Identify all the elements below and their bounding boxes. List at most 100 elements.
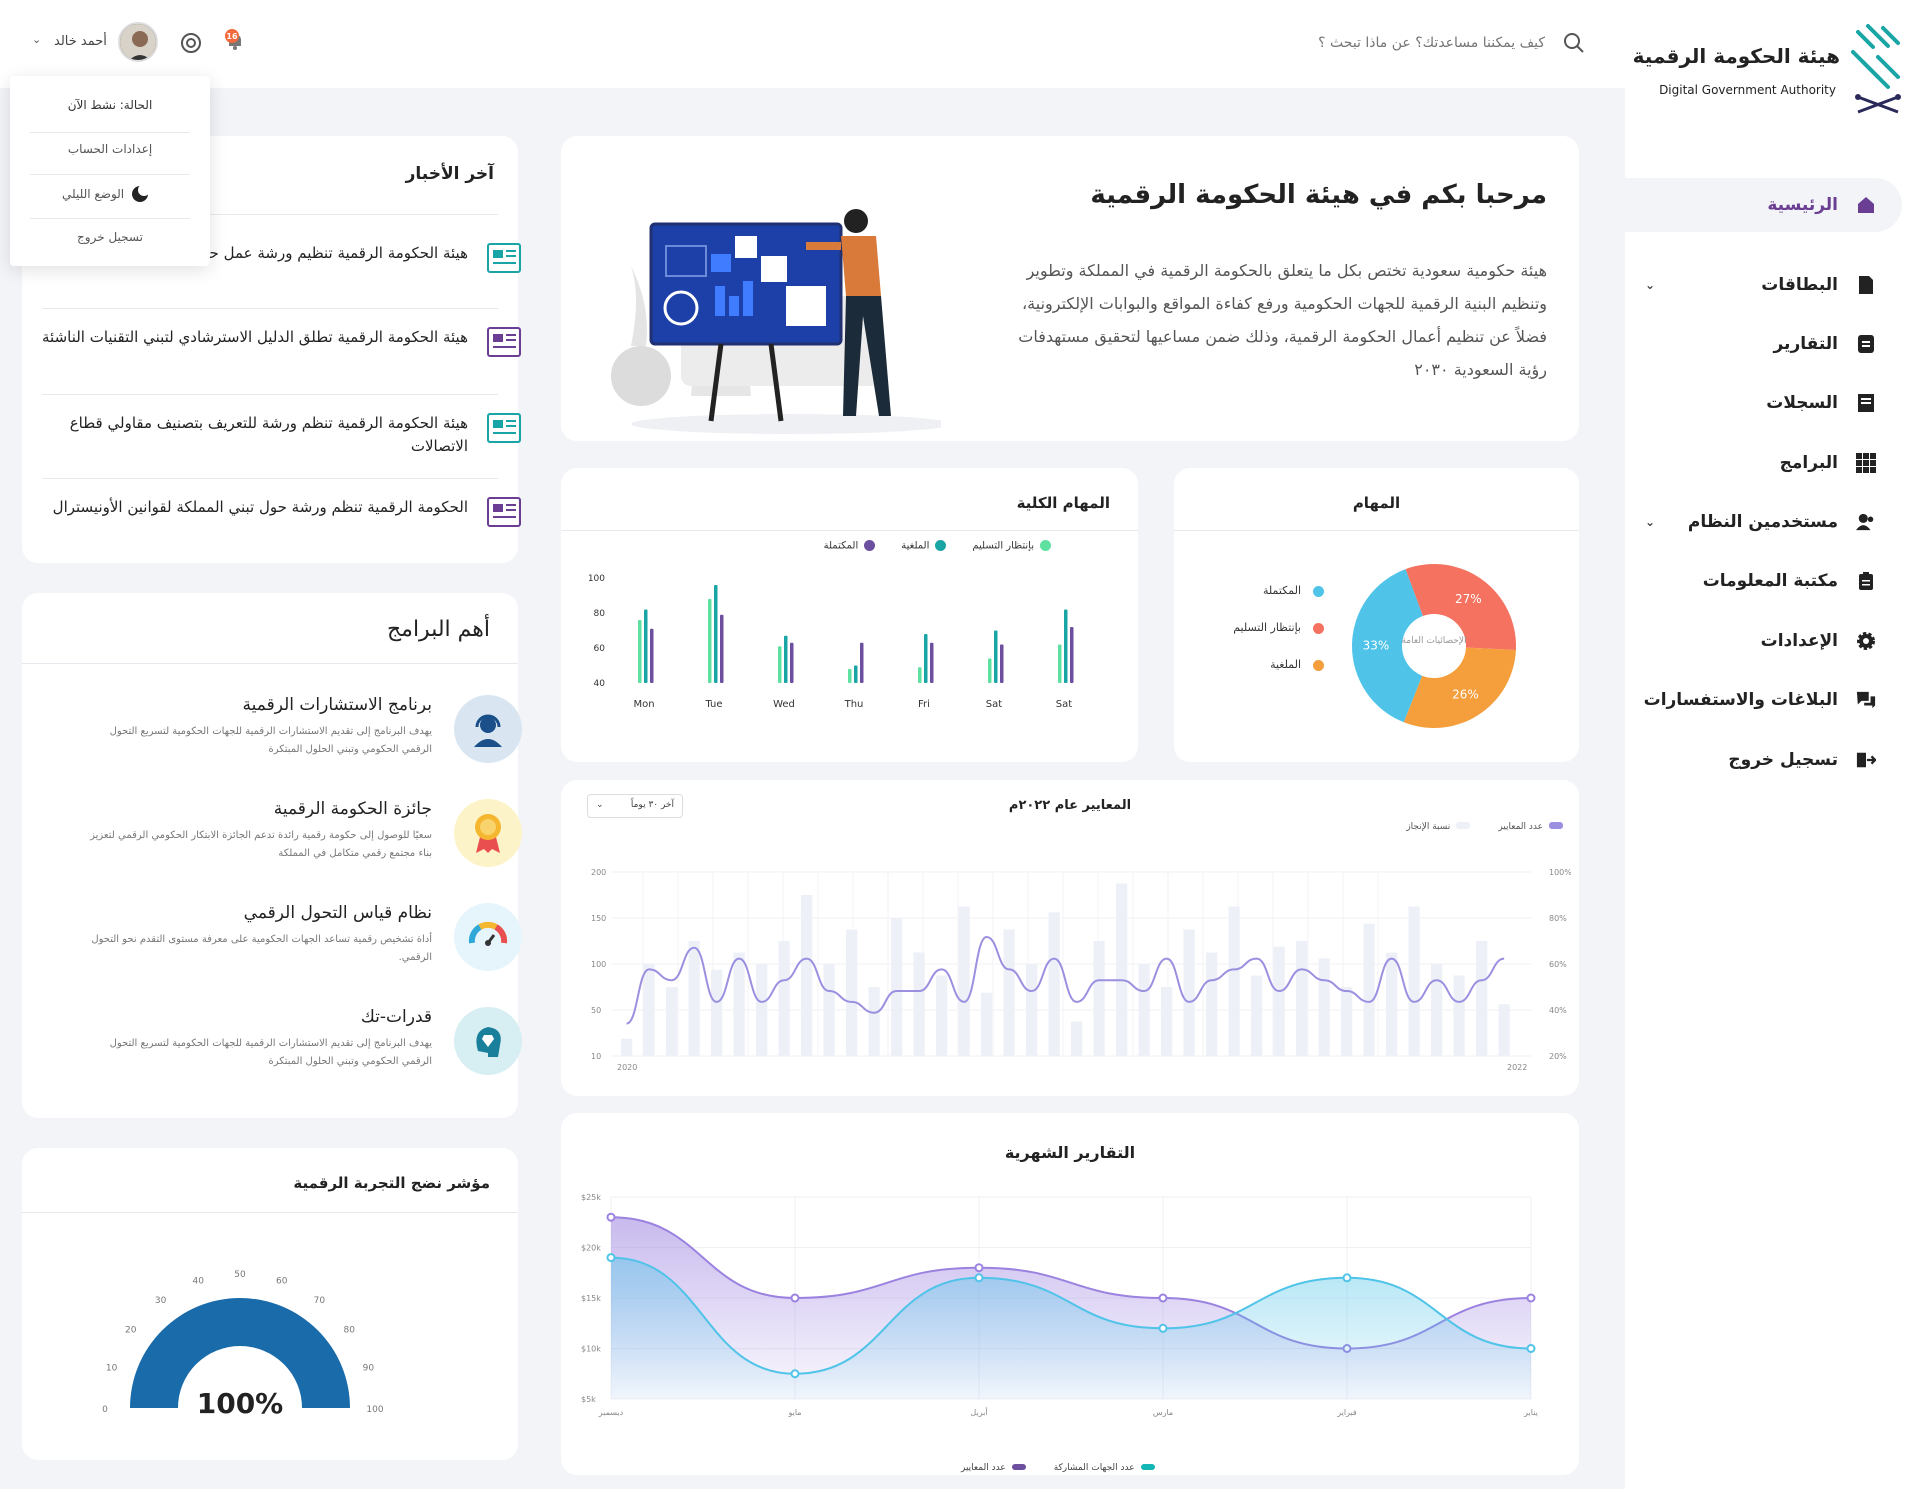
account-settings-link[interactable]: إعدادات الحساب [67, 142, 153, 156]
program-item[interactable]: برنامج الاستشارات الرقمية يهدف البرنامج إ… [42, 695, 522, 763]
data-point[interactable] [1526, 1293, 1536, 1303]
bar[interactable] [868, 987, 880, 1056]
bar[interactable] [756, 964, 768, 1056]
chevron-down-icon[interactable]: ⌄ [32, 33, 42, 46]
bar[interactable] [714, 585, 718, 683]
bar[interactable] [1341, 987, 1353, 1056]
data-point[interactable] [974, 1273, 984, 1283]
bar[interactable] [1206, 952, 1218, 1057]
bar[interactable] [924, 634, 928, 683]
bar[interactable] [1093, 941, 1105, 1056]
bar[interactable] [1000, 644, 1004, 684]
bar[interactable] [1453, 975, 1465, 1057]
bar[interactable] [936, 975, 948, 1057]
bar[interactable] [688, 941, 700, 1056]
dark-mode-toggle[interactable]: الوضع الليلي [62, 184, 151, 202]
bar[interactable] [1071, 1021, 1083, 1057]
bar[interactable] [1183, 929, 1195, 1057]
sidebar-item-records[interactable]: السجلات [1625, 376, 1920, 430]
bar[interactable] [790, 642, 794, 683]
sidebar-item-users[interactable]: مستخدمين النظام ⌄ [1625, 495, 1920, 549]
bar[interactable] [988, 658, 992, 684]
bar[interactable] [711, 969, 723, 1056]
bar[interactable] [1070, 627, 1074, 683]
bar[interactable] [666, 987, 678, 1056]
program-item[interactable]: نظام قياس التحول الرقمي أداة تشخيص رقمية … [42, 903, 522, 971]
bar[interactable] [1318, 958, 1330, 1056]
bar[interactable] [1138, 964, 1150, 1056]
program-item[interactable]: قدرات-تك يهدف البرنامج إلى تقديم الاستشار… [42, 1007, 522, 1075]
bar[interactable] [1064, 609, 1068, 684]
data-point[interactable] [790, 1293, 800, 1303]
bar[interactable] [1048, 912, 1060, 1056]
bar[interactable] [1498, 1004, 1510, 1056]
sidebar-item-home[interactable]: الرئيسية [1625, 178, 1902, 232]
bar[interactable] [1408, 906, 1420, 1057]
bar[interactable] [1228, 906, 1240, 1057]
support-icon[interactable] [180, 32, 202, 58]
news-item[interactable]: الحكومة الرقمية تنظم ورشة حول تبني الممل… [42, 496, 522, 528]
bar[interactable] [784, 635, 788, 683]
line-series[interactable] [610, 1256, 1532, 1375]
search-icon[interactable] [1563, 32, 1585, 58]
bar[interactable] [644, 609, 648, 684]
bar[interactable] [848, 669, 852, 683]
period-dropdown[interactable]: آخر ٣٠ يوماً ⌄ [587, 794, 683, 818]
user-name[interactable]: أحمد خالد [54, 34, 107, 49]
bar[interactable] [846, 929, 858, 1057]
chevron-down-icon[interactable]: ⌄ [1645, 515, 1656, 529]
line-series[interactable] [626, 935, 1505, 1025]
search-input[interactable] [1195, 28, 1545, 58]
data-point[interactable] [1158, 1293, 1168, 1303]
bar[interactable] [801, 895, 813, 1056]
program-item[interactable]: جائزة الحكومة الرقمية سعيًا للوصول إلى حك… [42, 799, 522, 867]
bar[interactable] [913, 952, 925, 1057]
data-point[interactable] [974, 1263, 984, 1273]
bar[interactable] [1251, 975, 1263, 1057]
bar[interactable] [1161, 987, 1173, 1056]
news-item[interactable]: هيئة الحكومة الرقمية تنظم ورشة للتعريف ب… [42, 412, 522, 458]
bar[interactable] [1273, 946, 1285, 1056]
bar[interactable] [891, 918, 903, 1056]
bar[interactable] [778, 646, 782, 683]
bar[interactable] [930, 642, 934, 683]
notification-bell-icon[interactable] [222, 28, 248, 58]
bar[interactable] [708, 599, 712, 683]
pie-slice[interactable] [1352, 569, 1434, 723]
bar[interactable] [1431, 964, 1443, 1056]
bar[interactable] [823, 964, 835, 1056]
sidebar-item-inquiries[interactable]: البلاغات والاستفسارات [1625, 673, 1920, 727]
bar[interactable] [860, 642, 864, 683]
bar[interactable] [1026, 964, 1038, 1056]
sidebar-item-reports[interactable]: التقارير [1625, 317, 1920, 371]
sidebar-item-logout[interactable]: تسجيل خروج [1625, 733, 1920, 787]
bar[interactable] [994, 630, 998, 684]
bar[interactable] [643, 964, 655, 1056]
bar[interactable] [650, 628, 654, 683]
bar[interactable] [854, 665, 858, 684]
bar[interactable] [981, 992, 993, 1056]
bar[interactable] [918, 667, 922, 683]
bar[interactable] [621, 1038, 633, 1056]
bar[interactable] [958, 906, 970, 1057]
chevron-down-icon[interactable]: ⌄ [1645, 278, 1656, 292]
data-point[interactable] [606, 1212, 616, 1222]
sidebar-item-programs[interactable]: البرامج [1625, 436, 1920, 490]
bar[interactable] [1058, 644, 1062, 684]
bar[interactable] [1386, 952, 1398, 1057]
data-point[interactable] [790, 1369, 800, 1379]
bar[interactable] [778, 941, 790, 1056]
bar[interactable] [733, 952, 745, 1057]
sidebar-item-library[interactable]: مكتبة المعلومات [1625, 554, 1920, 608]
bar[interactable] [1116, 883, 1128, 1057]
data-point[interactable] [606, 1253, 616, 1263]
avatar[interactable] [118, 22, 158, 62]
bar[interactable] [1296, 941, 1308, 1056]
news-item[interactable]: هيئة الحكومة الرقمية تطلق الدليل الاسترش… [42, 326, 522, 358]
data-point[interactable] [1158, 1323, 1168, 1333]
bar[interactable] [1476, 941, 1488, 1056]
logout-menu-item[interactable]: تسجيل خروج [77, 230, 143, 244]
bar[interactable] [720, 614, 724, 683]
data-point[interactable] [1342, 1273, 1352, 1283]
bar[interactable] [1003, 929, 1015, 1057]
